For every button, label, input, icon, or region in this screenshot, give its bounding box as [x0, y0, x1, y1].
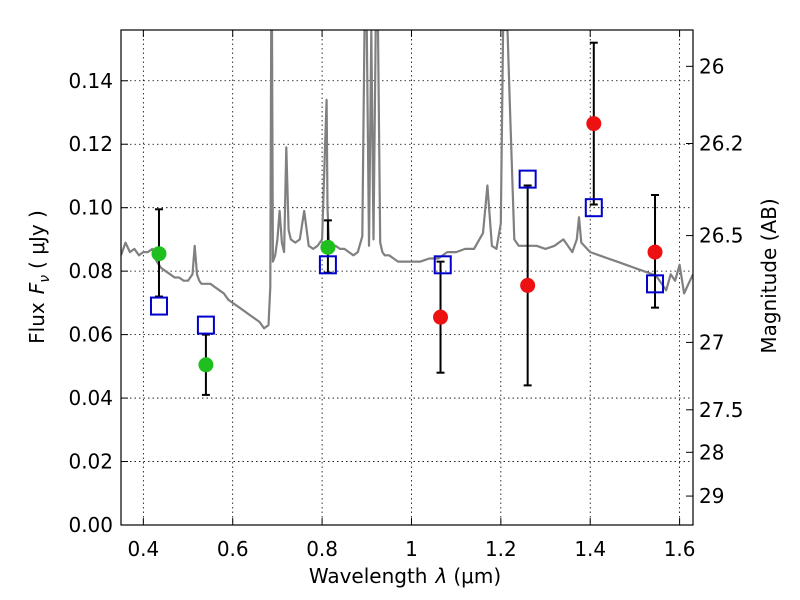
mag-tick-label: 26.5	[699, 224, 744, 248]
mag-tick-label: 29	[699, 484, 724, 508]
y-tick-label: 0.10	[68, 196, 113, 220]
mag-tick-label: 28	[699, 440, 724, 464]
x-tick-label: 0.4	[127, 537, 159, 561]
model-square	[433, 255, 452, 275]
tick-labels: 0.4 0.6 0.8 1 1.2 1.4 1.6 0.00 0.02 0.04 0.06 0.08 0…	[68, 54, 743, 561]
y-tick-label: 0.04	[68, 386, 113, 410]
model-square	[149, 296, 168, 316]
model-square	[646, 274, 665, 294]
mag-tick-label: 26.2	[699, 131, 744, 155]
plot-background	[121, 30, 693, 525]
x-tick-label: 0.8	[306, 537, 338, 561]
grid	[121, 30, 693, 525]
red-point	[520, 277, 536, 293]
y-tick-label: 0.14	[68, 69, 113, 93]
y2-axis-label: Magnitude (AB)	[757, 198, 781, 353]
red-point	[433, 309, 449, 325]
y-tick-label: 0.06	[68, 323, 113, 347]
plot-frame	[120, 29, 694, 526]
red-point	[647, 244, 663, 260]
sed-curve	[121, 30, 693, 330]
y-tick-label: 0.08	[68, 259, 113, 283]
green-point	[198, 357, 214, 373]
y-tick-label: 0.12	[68, 132, 113, 156]
y-axis-label: FluxFν( μJy )	[25, 210, 53, 344]
x-tick-label: 0.6	[217, 537, 249, 561]
y-tick-label: 0.02	[68, 450, 113, 474]
model-square	[318, 255, 337, 275]
x-tick-label: 1.2	[485, 537, 517, 561]
green-point	[151, 246, 167, 262]
mag-tick-label: 26	[699, 54, 724, 78]
green-point	[320, 239, 336, 255]
mag-tick-label: 27.5	[699, 398, 744, 422]
x-tick-label: 1.4	[574, 537, 606, 561]
red-point	[586, 116, 602, 132]
ticks	[121, 30, 693, 526]
model-square	[584, 198, 603, 218]
x-tick-label: 1.6	[664, 537, 696, 561]
x-axis-label: Wavelength λ (μm)	[309, 564, 501, 588]
y-tick-label: 0.00	[68, 513, 113, 537]
model-square	[196, 315, 215, 335]
x-tick-label: 1	[405, 537, 418, 561]
data-markers	[149, 116, 665, 373]
model-square	[518, 169, 537, 189]
mag-tick-label: 27	[699, 330, 724, 354]
